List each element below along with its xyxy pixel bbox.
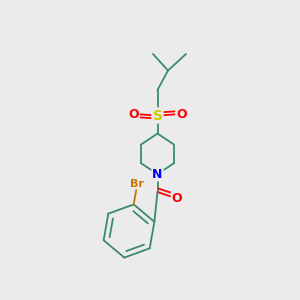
Text: O: O [128,107,139,121]
Text: S: S [152,109,163,122]
Text: Br: Br [130,179,143,189]
Text: O: O [172,192,182,205]
Text: O: O [176,107,187,121]
Text: N: N [152,167,163,181]
